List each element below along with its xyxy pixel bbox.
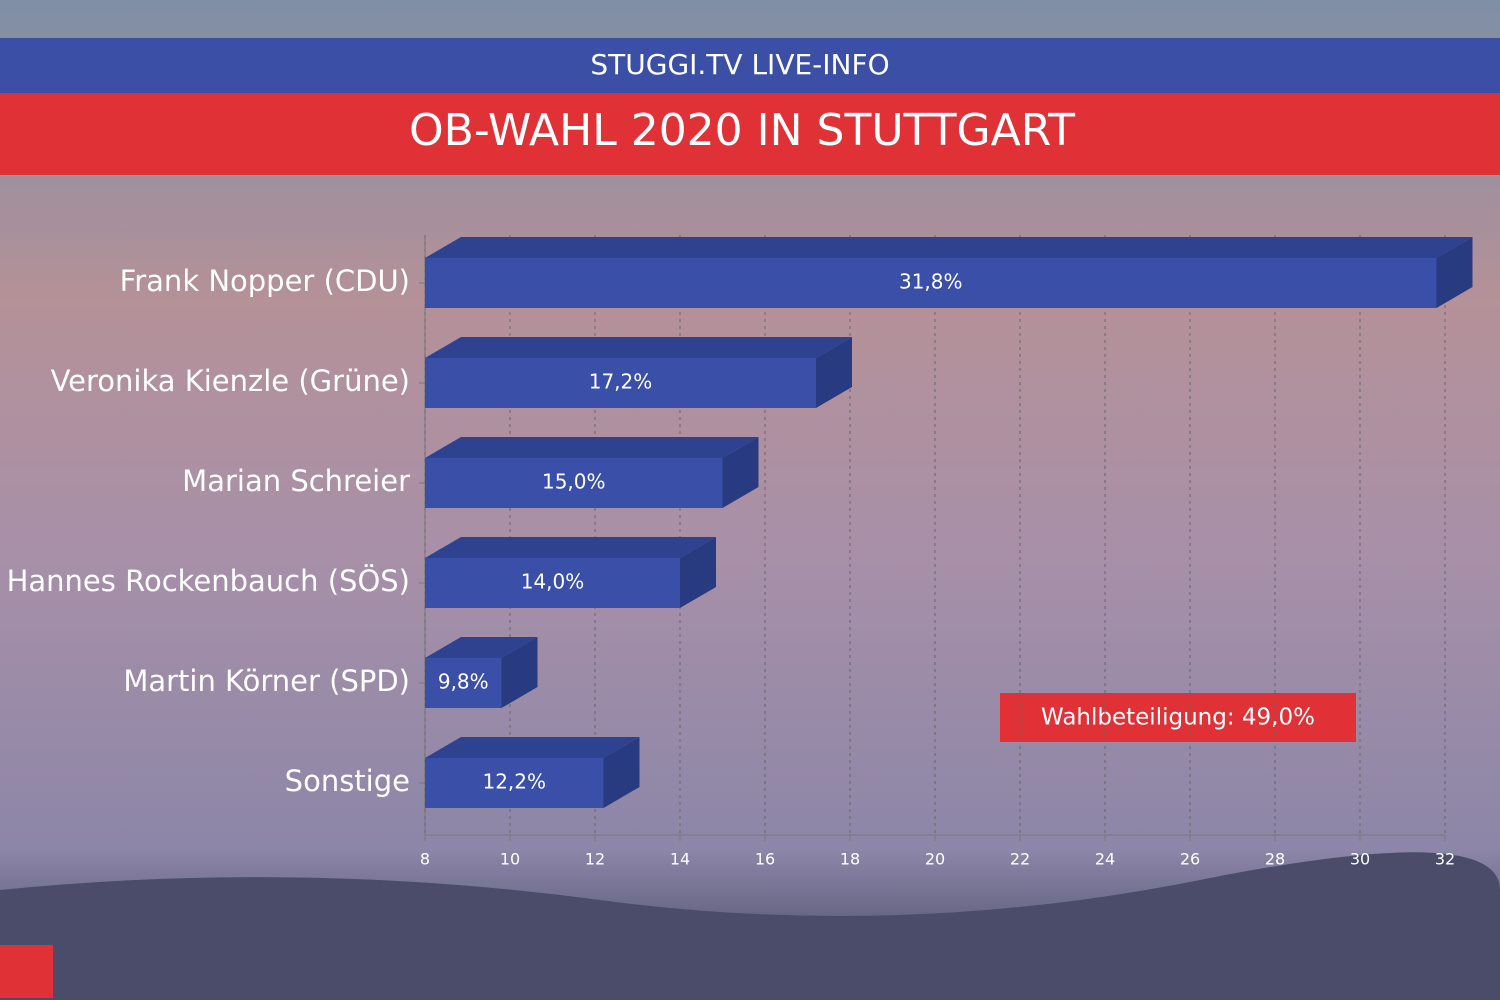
- x-tick-label: 26: [1180, 850, 1200, 869]
- x-tick-label: 32: [1435, 850, 1455, 869]
- value-label: 12,2%: [482, 770, 546, 794]
- bar-side: [1436, 237, 1473, 308]
- x-tick-label: 16: [755, 850, 775, 869]
- value-label: 14,0%: [521, 570, 585, 594]
- x-tick-label: 24: [1095, 850, 1115, 869]
- x-tick-label: 22: [1010, 850, 1030, 869]
- title-bar: [0, 93, 1500, 175]
- bar-top: [425, 537, 716, 558]
- bar-side: [722, 437, 759, 508]
- x-tick-label: 20: [925, 850, 945, 869]
- annotation: Wahlbeteiligung: 49,0%: [1041, 705, 1315, 731]
- x-tick-label: 10: [500, 850, 520, 869]
- value-label: 17,2%: [589, 370, 653, 394]
- hills: [0, 852, 1500, 1000]
- y-tick-label: Frank Nopper (CDU): [120, 264, 410, 298]
- x-tick-label: 28: [1265, 850, 1285, 869]
- y-tick-label: Martin Körner (SPD): [123, 664, 410, 698]
- x-tick-label: 30: [1350, 850, 1370, 869]
- bar-side: [501, 637, 538, 708]
- value-label: 9,8%: [438, 670, 489, 694]
- bar: [425, 258, 1437, 308]
- bar-top: [425, 437, 759, 458]
- bar-top: [425, 237, 1473, 258]
- bar: [425, 358, 816, 408]
- bar: [425, 458, 723, 508]
- y-tick-label: Sonstige: [285, 764, 410, 798]
- x-tick-label: 8: [420, 850, 430, 869]
- y-tick-label: Veronika Kienzle (Grüne): [51, 364, 410, 398]
- bar: [425, 758, 604, 808]
- chart-title: OB-WAHL 2020 IN STUTTGART: [409, 105, 1075, 156]
- x-tick-label: 12: [585, 850, 605, 869]
- annotation-box: [1000, 693, 1356, 742]
- bar-top: [425, 737, 640, 758]
- bar-top: [425, 637, 538, 658]
- bar-top: [425, 337, 852, 358]
- value-label: 15,0%: [542, 470, 606, 494]
- y-tick-label: Marian Schreier: [182, 464, 410, 498]
- bar-side: [680, 537, 716, 608]
- corner-box: [0, 945, 53, 998]
- bar-side: [816, 337, 852, 408]
- y-tick-label: Hannes Rockenbauch (SÖS): [7, 564, 410, 598]
- bar-side: [603, 737, 640, 808]
- bar: [425, 558, 680, 608]
- x-tick-label: 14: [670, 850, 690, 869]
- bar: [425, 658, 502, 708]
- value-label: 31,8%: [899, 270, 963, 294]
- header-bar: [0, 38, 1500, 93]
- channel-label: STUGGI.TV LIVE-INFO: [590, 48, 889, 81]
- x-tick-label: 18: [840, 850, 860, 869]
